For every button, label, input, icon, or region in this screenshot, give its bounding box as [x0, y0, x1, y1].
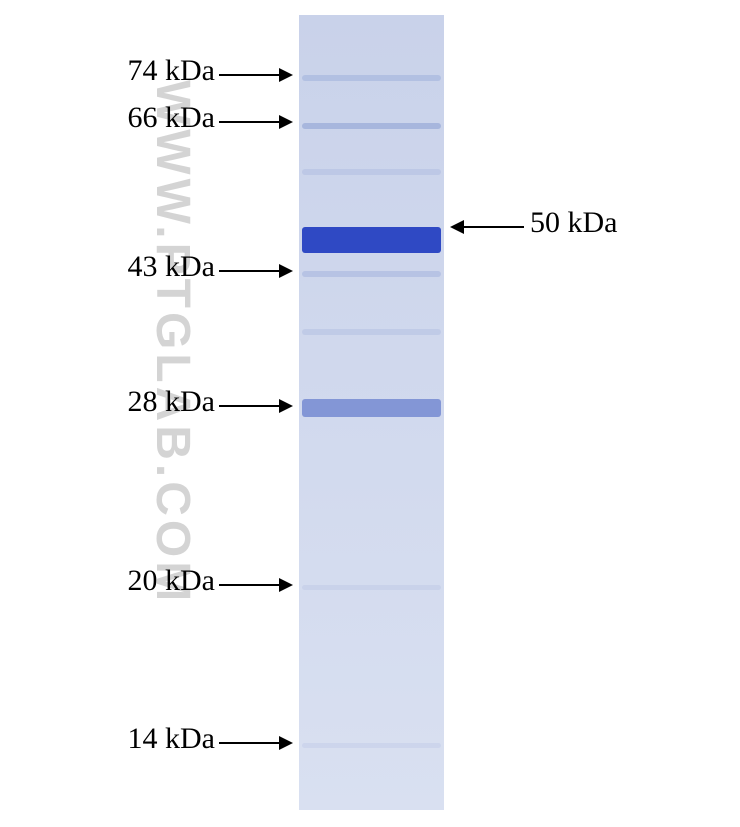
marker-label: 74 kDa [128, 54, 215, 88]
marker-label: 28 kDa [128, 385, 215, 419]
arrow-right [219, 398, 293, 414]
band-74kDa [302, 75, 441, 81]
band-43kDa [302, 271, 441, 277]
band-20kDa [302, 585, 441, 590]
arrow-left [450, 219, 524, 235]
marker-label: 66 kDa [128, 101, 215, 135]
target-label: 50 kDa [530, 206, 617, 240]
marker-label: 14 kDa [128, 722, 215, 756]
arrow-right [219, 263, 293, 279]
arrow-right [219, 735, 293, 751]
marker-label: 20 kDa [128, 564, 215, 598]
arrow-right [219, 577, 293, 593]
gel-figure: WWW.PTGLAB.COM 74 kDa 66 kDa 43 kDa 28 kDa 2… [0, 0, 740, 827]
watermark-text: WWW.PTGLAB.COM [145, 80, 200, 605]
marker-label: 43 kDa [128, 250, 215, 284]
gel-lane [299, 15, 444, 810]
arrow-right [219, 67, 293, 83]
band-mid [302, 329, 441, 335]
band-faint1 [302, 169, 441, 175]
band-28kDa [302, 399, 441, 417]
band-66kDa [302, 123, 441, 129]
band-14kDa [302, 743, 441, 748]
arrow-right [219, 114, 293, 130]
band-50kDa [302, 227, 441, 253]
